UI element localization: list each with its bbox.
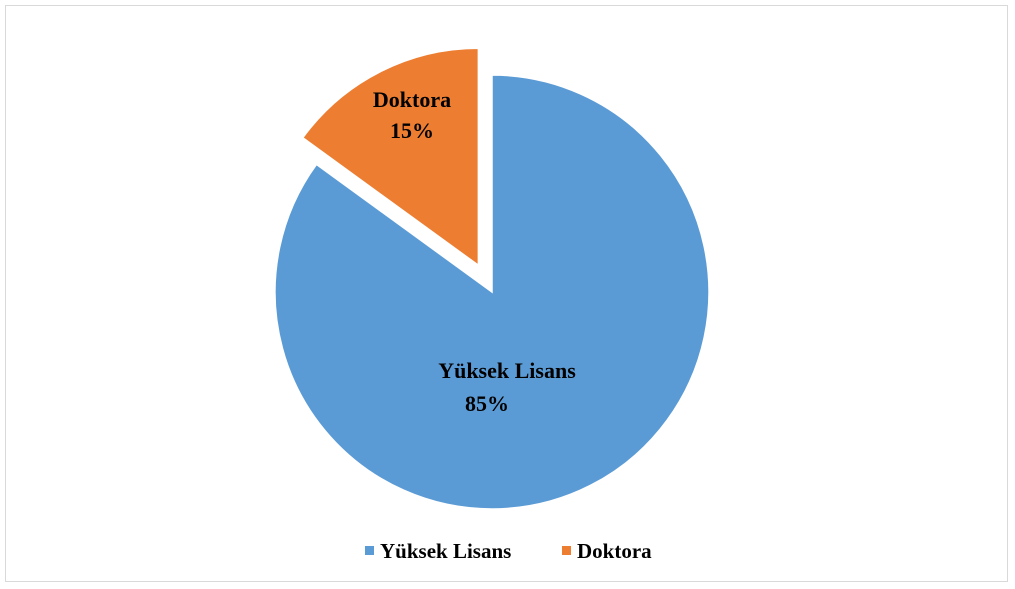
legend-swatch-0: [365, 546, 374, 555]
slice-label-name-0: Yüksek Lisans: [438, 358, 576, 383]
pie-slices: [274, 47, 710, 510]
legend-label-0: Yüksek Lisans: [380, 539, 511, 563]
legend-swatch-1: [562, 546, 571, 555]
pie-slice-1: [301, 47, 480, 267]
pie-slice-0: [274, 74, 710, 510]
slice-label-value-0: 85%: [465, 391, 509, 416]
legend-label-1: Doktora: [577, 539, 652, 563]
slice-label-value-1: 15%: [390, 118, 434, 143]
slice-label-name-1: Doktora: [373, 87, 451, 112]
data-labels: Yüksek Lisans 85% Doktora 15%: [373, 87, 576, 416]
legend: Yüksek Lisans Doktora: [365, 539, 652, 563]
